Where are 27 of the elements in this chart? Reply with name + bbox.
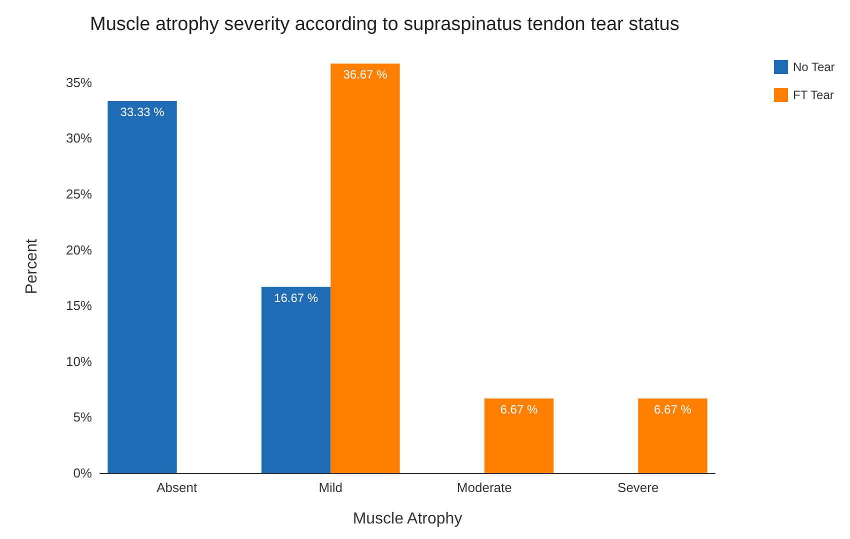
y-tick-label: 35% [66, 74, 92, 90]
data-label: 6.67 % [654, 402, 692, 417]
chart-title: Muscle atrophy severity according to supraspinatus tendon tear status [90, 14, 680, 35]
y-tick-label: 15% [66, 298, 92, 314]
y-tick-label: 20% [66, 242, 92, 258]
data-label: 6.67 % [500, 402, 538, 417]
x-tick-label: Absent [156, 480, 198, 495]
bar [638, 398, 708, 473]
bar [261, 286, 331, 473]
data-label: 33.33 % [120, 104, 165, 119]
legend-label: FT Tear [792, 88, 834, 102]
bar [108, 100, 177, 473]
y-tick-label: 30% [66, 130, 92, 146]
y-tick-label: 10% [66, 354, 92, 369]
y-axis-title: Percent [24, 238, 40, 294]
bar [330, 64, 400, 473]
y-tick-label: 5% [73, 410, 92, 425]
y-tick-label: 25% [66, 186, 92, 202]
x-tick-label: Severe [618, 480, 659, 495]
x-tick-label: Moderate [456, 480, 512, 495]
x-tick-label: Mild [318, 480, 343, 495]
legend-label: No Tear [792, 60, 835, 74]
data-label: 36.67 % [343, 68, 388, 82]
data-label: 16.67 % [274, 290, 318, 305]
y-tick-label: 0% [73, 466, 92, 480]
x-axis-title: Muscle Atrophy [352, 510, 462, 528]
bar [484, 398, 554, 473]
